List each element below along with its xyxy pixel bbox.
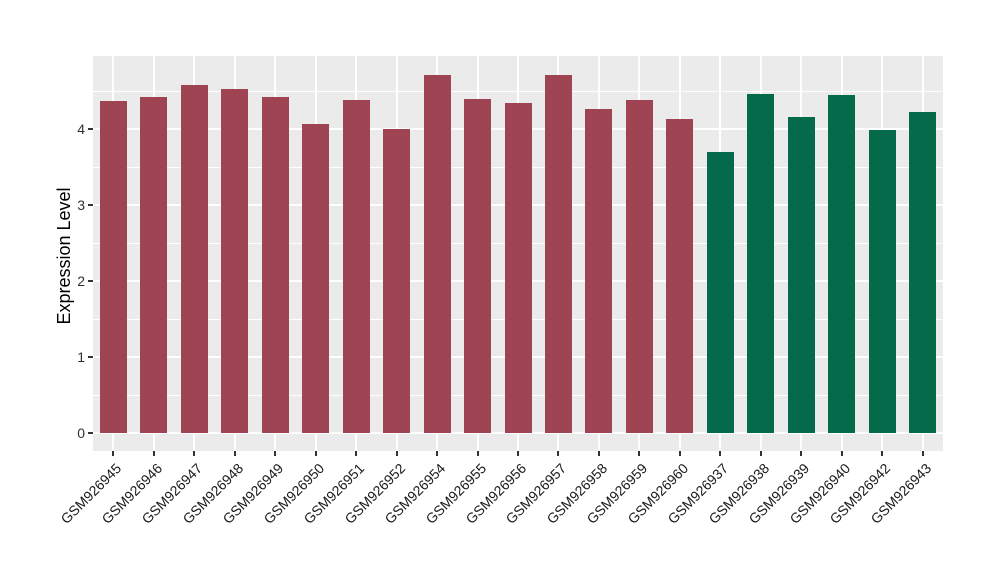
bar-GSM926954 [423,75,451,433]
y-tick-label: 4 [77,121,85,137]
bar-GSM926949 [261,97,289,433]
x-tick-mark [921,451,924,456]
bar-GSM926956 [504,103,532,433]
x-tick-mark [840,451,843,456]
bar-GSM926946 [140,97,168,433]
x-tick-mark [597,451,600,456]
y-tick-label: 3 [77,197,85,213]
x-tick-mark [800,451,803,456]
y-tick-label: 2 [77,273,85,289]
x-tick-mark [233,451,236,456]
x-tick-mark [314,451,317,456]
x-tick-mark [476,451,479,456]
y-tick-mark [88,128,93,130]
x-tick-mark [436,451,439,456]
bar-GSM926942 [868,129,896,433]
bar-GSM926937 [706,151,734,433]
x-tick-mark [112,451,115,456]
bar-GSM926957 [544,75,572,433]
bar-GSM926940 [828,94,856,433]
x-tick-mark [395,451,398,456]
bar-GSM926950 [302,123,330,433]
x-tick-mark [193,451,196,456]
x-tick-mark [355,451,358,456]
x-tick-mark [759,451,762,456]
bar-GSM926945 [99,100,127,433]
x-tick-mark [517,451,519,456]
y-tick-mark [88,356,93,358]
y-tick-label: 0 [77,425,85,441]
y-axis-title: Expression Level [54,187,74,325]
x-tick-mark [638,451,641,456]
y-tick-mark [88,204,93,206]
bar-GSM926959 [625,100,653,433]
bar-GSM926948 [221,89,249,433]
bar-GSM926952 [383,129,411,433]
x-tick-mark [152,451,155,456]
bar-GSM926958 [585,109,613,433]
bar-GSM926955 [464,99,492,433]
x-tick-mark [557,451,560,456]
bar-GSM926947 [180,84,208,433]
plot-panel [93,56,943,451]
x-tick-mark [881,451,884,456]
bar-GSM926960 [666,119,694,433]
y-tick-mark [88,432,93,434]
y-tick-mark [88,280,93,282]
bar-GSM926951 [342,100,370,433]
bar-GSM926943 [909,112,937,433]
x-tick-mark [678,451,681,456]
x-tick-mark [274,451,277,456]
y-tick-label: 1 [77,349,85,365]
x-tick-mark [719,451,722,456]
bar-GSM926938 [747,94,775,433]
bar-GSM926939 [787,116,815,433]
